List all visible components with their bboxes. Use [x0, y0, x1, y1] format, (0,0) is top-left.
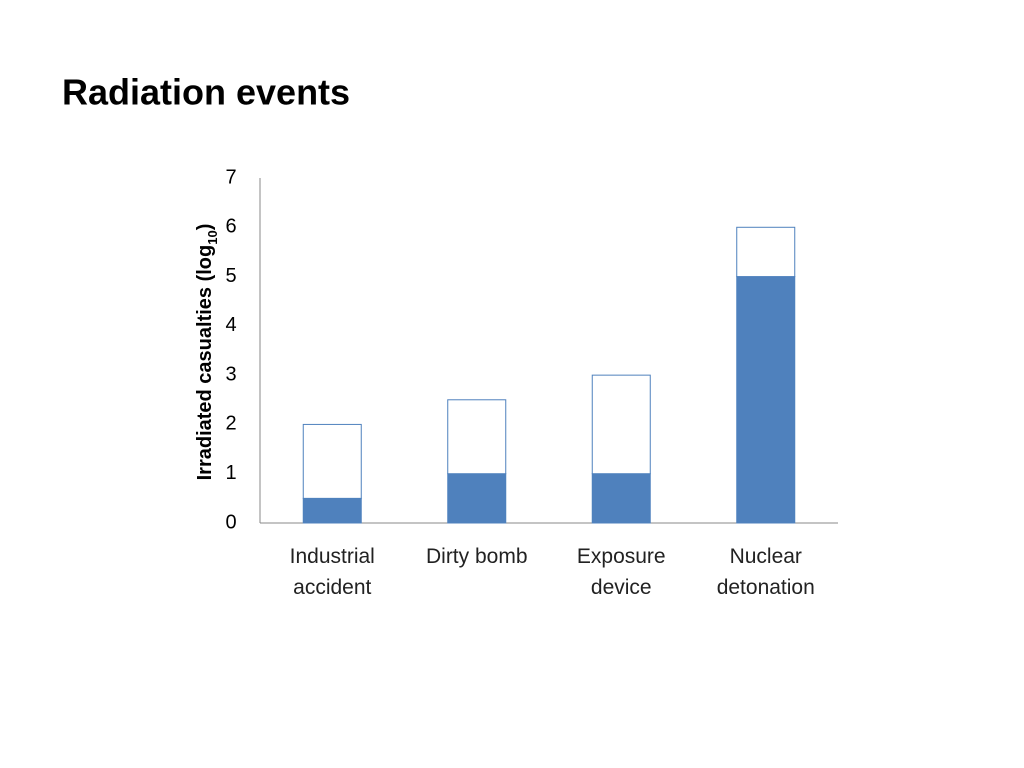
- y-axis-label: Irradiated casualties (log10): [194, 224, 220, 481]
- y-tick-label: 3: [225, 363, 236, 385]
- y-label-end: ): [194, 224, 216, 231]
- y-tick-label: 4: [225, 314, 236, 336]
- y-tick-label: 7: [225, 166, 236, 188]
- y-tick-label: 0: [225, 511, 236, 533]
- y-tick-label: 1: [225, 462, 236, 484]
- y-tick-label: 6: [225, 216, 236, 238]
- y-label-subscript: 10: [205, 230, 220, 244]
- y-tick-label: 5: [225, 265, 236, 287]
- y-tick-label: 2: [225, 413, 236, 435]
- bar-segment: [447, 473, 507, 524]
- bar-segment: [302, 423, 362, 499]
- x-tick-label: Nuclear detonation: [716, 545, 815, 599]
- bar-segment: [591, 374, 651, 475]
- bar-segment: [736, 226, 796, 278]
- x-tick-label: Industrial accident: [289, 545, 375, 599]
- bar-segment: [736, 276, 796, 524]
- x-tick-label: Dirty bomb: [425, 545, 528, 568]
- bar-segment: [447, 399, 507, 475]
- slide-title: Radiation events: [62, 72, 350, 113]
- x-tick-label: Exposure device: [576, 545, 666, 599]
- bar-segment: [302, 497, 362, 524]
- y-label-text: Irradiated casualties (log: [194, 245, 216, 481]
- bar-segment: [591, 473, 651, 524]
